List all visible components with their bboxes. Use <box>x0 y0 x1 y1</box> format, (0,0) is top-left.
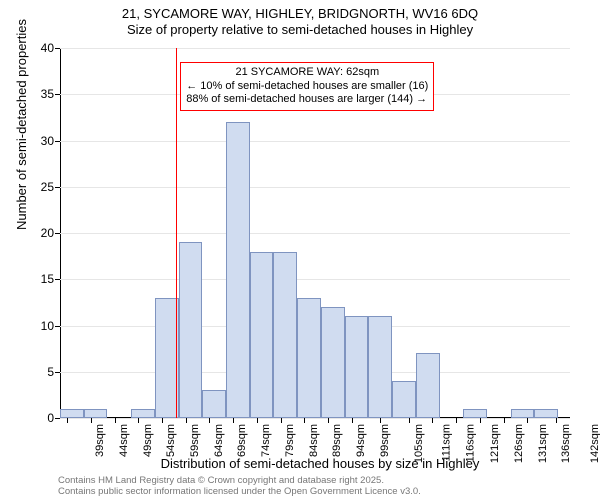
title-line2: Size of property relative to semi-detach… <box>0 22 600 37</box>
histogram-bar <box>60 409 84 418</box>
gridline <box>60 233 570 234</box>
footnote-line2: Contains public sector information licen… <box>58 487 421 498</box>
y-axis-label: Number of semi-detached properties <box>14 19 29 230</box>
x-tick-mark <box>91 418 92 423</box>
y-tick-mark <box>55 233 60 234</box>
x-tick-mark <box>380 418 381 423</box>
gridline <box>60 279 570 280</box>
annotation-line: 88% of semi-detached houses are larger (… <box>186 93 428 107</box>
y-tick-mark <box>55 372 60 373</box>
gridline <box>60 48 570 49</box>
histogram-bar <box>84 409 108 418</box>
x-tick-label: 94sqm <box>355 424 367 457</box>
x-axis-label: Distribution of semi-detached houses by … <box>20 456 600 471</box>
y-tick-mark <box>55 94 60 95</box>
annotation-box: 21 SYCAMORE WAY: 62sqm← 10% of semi-deta… <box>180 62 434 111</box>
y-tick-mark <box>55 48 60 49</box>
histogram-bar <box>321 307 345 418</box>
x-tick-mark <box>504 418 505 423</box>
histogram-bar <box>273 252 297 419</box>
y-tick-mark <box>55 418 60 419</box>
y-tick-label: 15 <box>41 272 54 286</box>
histogram-bar <box>155 298 179 418</box>
histogram-bar <box>297 298 321 418</box>
x-tick-mark <box>138 418 139 423</box>
gridline <box>60 141 570 142</box>
x-tick-mark <box>67 418 68 423</box>
x-tick-mark <box>409 418 410 423</box>
gridline <box>60 418 570 419</box>
x-tick-mark <box>456 418 457 423</box>
y-tick-mark <box>55 326 60 327</box>
footnote: Contains HM Land Registry data © Crown c… <box>58 476 421 498</box>
histogram-bar <box>534 409 558 418</box>
y-tick-mark <box>55 187 60 188</box>
x-tick-label: 79sqm <box>284 424 296 457</box>
x-tick-mark <box>209 418 210 423</box>
y-tick-label: 35 <box>41 87 54 101</box>
annotation-line: 21 SYCAMORE WAY: 62sqm <box>186 66 428 80</box>
x-tick-mark <box>233 418 234 423</box>
histogram-bar <box>226 122 250 418</box>
histogram-bar <box>392 381 416 418</box>
y-tick-label: 20 <box>41 226 54 240</box>
histogram-bar <box>250 252 274 419</box>
x-tick-mark <box>352 418 353 423</box>
y-tick-mark <box>55 279 60 280</box>
x-tick-mark <box>556 418 557 423</box>
x-tick-mark <box>281 418 282 423</box>
x-tick-mark <box>328 418 329 423</box>
chart-container: 21, SYCAMORE WAY, HIGHLEY, BRIDGNORTH, W… <box>0 0 600 500</box>
x-tick-mark <box>186 418 187 423</box>
x-tick-label: 39sqm <box>94 424 106 457</box>
y-tick-label: 5 <box>47 365 54 379</box>
histogram-bar <box>463 409 487 418</box>
reference-line <box>176 48 177 418</box>
y-tick-label: 10 <box>41 319 54 333</box>
x-tick-label: 64sqm <box>213 424 225 457</box>
y-tick-mark <box>55 141 60 142</box>
x-tick-mark <box>162 418 163 423</box>
x-tick-label: 59sqm <box>189 424 201 457</box>
x-tick-label: 44sqm <box>118 424 130 457</box>
x-tick-mark <box>304 418 305 423</box>
histogram-bar <box>179 242 203 418</box>
x-tick-label: 54sqm <box>165 424 177 457</box>
x-tick-mark <box>527 418 528 423</box>
x-tick-label: 99sqm <box>379 424 391 457</box>
histogram-bar <box>345 316 369 418</box>
histogram-bar <box>131 409 155 418</box>
x-tick-label: 74sqm <box>260 424 272 457</box>
title-line1: 21, SYCAMORE WAY, HIGHLEY, BRIDGNORTH, W… <box>0 6 600 21</box>
y-tick-label: 25 <box>41 180 54 194</box>
gridline <box>60 187 570 188</box>
x-tick-label: 84sqm <box>308 424 320 457</box>
x-tick-label: 69sqm <box>236 424 248 457</box>
title-block: 21, SYCAMORE WAY, HIGHLEY, BRIDGNORTH, W… <box>0 0 600 37</box>
y-tick-label: 40 <box>41 41 54 55</box>
plot-area: 051015202530354039sqm44sqm49sqm54sqm59sq… <box>60 48 570 418</box>
y-tick-label: 30 <box>41 134 54 148</box>
annotation-line: ← 10% of semi-detached houses are smalle… <box>186 80 428 94</box>
histogram-bar <box>202 390 226 418</box>
histogram-bar <box>511 409 535 418</box>
histogram-bar <box>368 316 392 418</box>
x-tick-mark <box>257 418 258 423</box>
x-tick-label: 49sqm <box>142 424 154 457</box>
x-tick-mark <box>115 418 116 423</box>
x-tick-mark <box>432 418 433 423</box>
histogram-bar <box>416 353 440 418</box>
x-tick-mark <box>480 418 481 423</box>
y-tick-label: 0 <box>47 411 54 425</box>
x-tick-label: 89sqm <box>331 424 343 457</box>
